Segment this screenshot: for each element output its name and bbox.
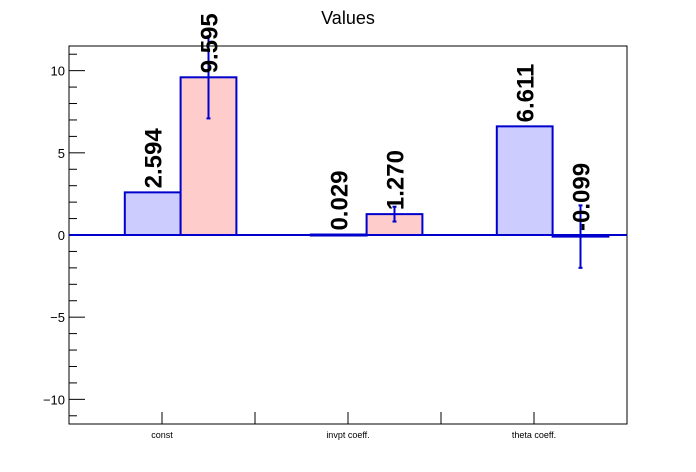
y-tick-label: −5 <box>50 310 65 325</box>
x-category-label: const <box>151 430 173 440</box>
bar <box>495 125 554 236</box>
chart-title: Values <box>321 8 375 28</box>
y-tick-label: 10 <box>51 64 65 79</box>
y-tick-label: 0 <box>58 228 65 243</box>
data-label: 1.270 <box>383 150 410 210</box>
data-label: 0.029 <box>327 170 354 230</box>
x-category-label: invpt coeff. <box>326 430 369 440</box>
data-label: 6.611 <box>513 64 540 123</box>
x-category-label: theta coeff. <box>512 430 556 440</box>
data-label: 2.594 <box>141 128 168 189</box>
data-label: 9.595 <box>197 13 224 73</box>
y-tick-label: −10 <box>43 392 65 407</box>
plot-area: −10 −5 0 5 10 const invpt coeff. theta coeff. 2.… <box>43 13 628 440</box>
y-tick-label: 5 <box>58 146 65 161</box>
bar <box>123 191 182 237</box>
data-label: -0.099 <box>569 163 596 231</box>
